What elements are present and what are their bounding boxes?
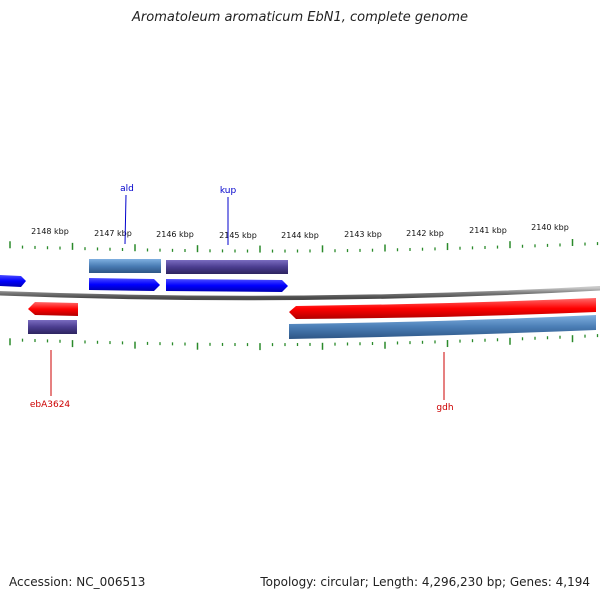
ruler-label-2146: 2146 kbp: [156, 230, 194, 239]
ruler-labels: 2148 kbp 2147 kbp 2146 kbp 2145 kbp 2144…: [31, 223, 569, 240]
label-line-ald: [124, 194, 127, 245]
ruler-label-2141: 2141 kbp: [469, 226, 507, 235]
gene-label-gdh[interactable]: gdh: [436, 403, 453, 413]
map-title: Aromatoleum aromaticum EbN1, complete ge…: [132, 10, 468, 25]
ruler-label-2140: 2140 kbp: [531, 223, 569, 232]
genome-backbone: [0, 286, 600, 301]
ruler-label-2143: 2143 kbp: [344, 230, 382, 239]
accession-text: Accession: NC_006513: [9, 575, 146, 589]
forward-gene-arrow-left-edge[interactable]: [0, 275, 26, 287]
gene-label-eba3624[interactable]: ebA3624: [30, 400, 71, 410]
forward-gene-arrow-kup[interactable]: [166, 279, 288, 292]
ruler-label-2145: 2145 kbp: [219, 231, 257, 240]
ruler-label-2144: 2144 kbp: [281, 231, 319, 240]
cds-block-gdh[interactable]: [289, 315, 596, 339]
gene-label-kup[interactable]: kup: [220, 186, 237, 196]
reverse-gene-arrow-eba3624[interactable]: [28, 302, 78, 316]
ruler-ticks-top: [9, 238, 599, 253]
ruler-label-2142: 2142 kbp: [406, 229, 444, 238]
reverse-gene-arrow-gdh[interactable]: [289, 298, 596, 319]
cds-block-ald[interactable]: [89, 259, 161, 273]
cds-block-eba3624[interactable]: [28, 320, 77, 334]
forward-gene-arrow-ald[interactable]: [89, 278, 160, 291]
ruler-label-2148: 2148 kbp: [31, 227, 69, 236]
ruler-ticks-bottom: [9, 334, 599, 351]
topology-summary-text: Topology: circular; Length: 4,296,230 bp…: [260, 575, 590, 589]
cds-block-kup[interactable]: [166, 260, 288, 274]
ruler-label-2147: 2147 kbp: [94, 229, 132, 238]
gene-label-ald[interactable]: ald: [120, 184, 134, 194]
